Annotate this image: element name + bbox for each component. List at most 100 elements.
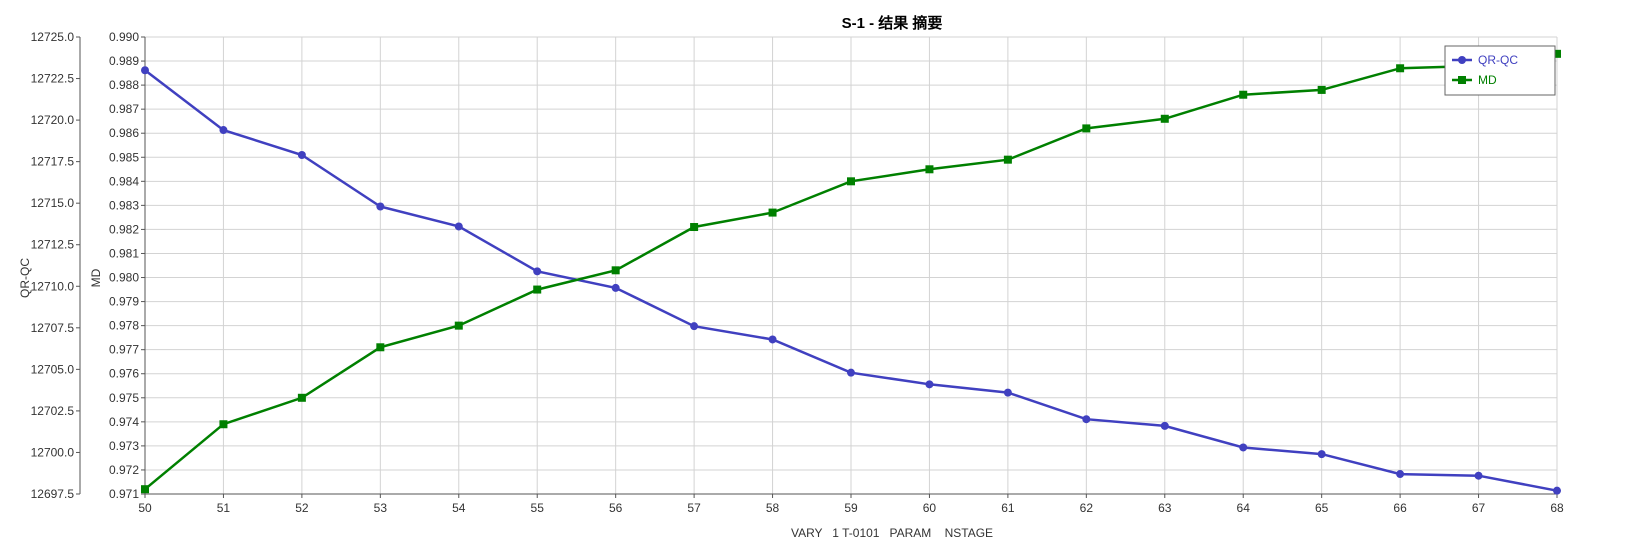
grid <box>144 36 1558 495</box>
md-tick-label: 0.977 <box>109 343 139 357</box>
data-point-qr-qc[interactable] <box>1160 421 1169 430</box>
x-tick-label: 60 <box>923 501 937 515</box>
legend[interactable]: QR-QC MD <box>1444 45 1556 96</box>
data-point-md[interactable] <box>219 420 228 429</box>
qrqc-tick-label: 12700.0 <box>31 445 75 459</box>
x-tick-label: 54 <box>452 501 466 515</box>
md-tick-label: 0.987 <box>109 102 139 116</box>
chart-title: S-1 - 结果 摘要 <box>842 14 943 32</box>
data-point-md[interactable] <box>847 177 855 186</box>
data-point-qr-qc[interactable] <box>454 222 463 231</box>
x-tick-label: 55 <box>531 501 545 515</box>
md-tick-label: 0.981 <box>109 246 139 260</box>
data-point-qr-qc[interactable] <box>1396 470 1405 479</box>
data-point-qr-qc[interactable] <box>847 368 855 377</box>
md-tick-label: 0.976 <box>109 367 139 381</box>
md-tick-label: 0.986 <box>109 126 139 140</box>
data-point-qr-qc[interactable] <box>376 202 385 211</box>
md-tick-label: 0.989 <box>109 54 139 68</box>
data-point-md[interactable] <box>1160 114 1169 123</box>
data-point-md[interactable] <box>1396 64 1405 73</box>
data-point-md[interactable] <box>141 485 149 494</box>
legend-marker-qr-qc <box>1458 56 1466 64</box>
x-tick-label: 63 <box>1158 501 1172 515</box>
qrqc-tick-label: 12710.0 <box>31 279 75 293</box>
x-tick-label: 61 <box>1001 501 1015 515</box>
md-tick-label: 0.979 <box>109 295 139 309</box>
data-point-md[interactable] <box>690 223 699 232</box>
x-tick-label: 66 <box>1393 501 1407 515</box>
data-point-md[interactable] <box>376 343 385 352</box>
data-point-qr-qc[interactable] <box>1317 450 1326 459</box>
data-point-md[interactable] <box>611 266 620 275</box>
data-point-qr-qc[interactable] <box>1553 486 1561 495</box>
x-tick-label: 65 <box>1315 501 1329 515</box>
qrqc-tick-label: 12715.0 <box>31 196 75 210</box>
data-point-md[interactable] <box>1082 124 1091 133</box>
md-tick-label: 0.984 <box>109 174 139 188</box>
data-point-qr-qc[interactable] <box>533 267 542 276</box>
md-tick-label: 0.978 <box>109 319 139 333</box>
md-tick-label: 0.990 <box>109 30 139 44</box>
x-tick-label: 68 <box>1550 501 1564 515</box>
md-tick-label: 0.972 <box>109 463 139 477</box>
qrqc-tick-label: 12697.5 <box>31 487 75 501</box>
data-point-qr-qc[interactable] <box>219 126 228 135</box>
qrqc-tick-label: 12722.5 <box>31 72 75 86</box>
data-point-qr-qc[interactable] <box>1082 415 1091 424</box>
data-point-qr-qc[interactable] <box>141 66 149 75</box>
data-point-qr-qc[interactable] <box>297 150 306 159</box>
qrqc-tick-label: 12702.5 <box>31 404 75 418</box>
x-tick-label: 57 <box>687 501 701 515</box>
data-point-md[interactable] <box>297 393 306 402</box>
data-point-qr-qc[interactable] <box>925 380 934 389</box>
qrqc-tick-label: 12725.0 <box>31 30 75 44</box>
qrqc-tick-label: 12717.5 <box>31 155 75 169</box>
legend-label-md[interactable]: MD <box>1478 73 1497 87</box>
data-point-qr-qc[interactable] <box>690 322 699 331</box>
md-tick-label: 0.971 <box>109 487 139 501</box>
md-tick-label: 0.973 <box>109 439 139 453</box>
data-point-md[interactable] <box>1553 49 1561 58</box>
x-tick-label: 53 <box>374 501 388 515</box>
x-tick-label: 50 <box>138 501 152 515</box>
x-tick-label: 58 <box>766 501 780 515</box>
legend-box <box>1444 45 1556 96</box>
md-tick-label: 0.983 <box>109 198 139 212</box>
legend-label-qr-qc[interactable]: QR-QC <box>1478 53 1518 67</box>
x-tick-label: 51 <box>217 501 231 515</box>
data-point-qr-qc[interactable] <box>611 283 620 292</box>
data-point-md[interactable] <box>533 285 542 294</box>
qrqc-tick-label: 12712.5 <box>31 238 75 252</box>
md-tick-label: 0.985 <box>109 150 139 164</box>
data-point-qr-qc[interactable] <box>1003 388 1012 397</box>
data-point-qr-qc[interactable] <box>768 335 777 344</box>
data-point-md[interactable] <box>1003 155 1012 164</box>
x-tick-label: 52 <box>295 501 309 515</box>
data-point-md[interactable] <box>1317 85 1326 94</box>
series <box>141 49 1561 495</box>
md-tick-label: 0.975 <box>109 391 139 405</box>
data-point-md[interactable] <box>1239 90 1248 99</box>
qrqc-tick-label: 12707.5 <box>31 321 75 335</box>
x-tick-label: 67 <box>1472 501 1486 515</box>
x-tick-label: 62 <box>1080 501 1094 515</box>
data-point-md[interactable] <box>925 165 934 174</box>
x-tick-label: 59 <box>844 501 858 515</box>
qrqc-tick-label: 12720.0 <box>31 113 75 127</box>
x-axis-label: VARY 1 T-0101 PARAM NSTAGE <box>791 526 993 540</box>
axes: 50 51 52 53 54 55 56 57 58 59 60 61 62 63 64 65 66 67 68 0.… <box>31 30 1564 515</box>
md-tick-label: 0.982 <box>109 222 139 236</box>
data-point-qr-qc[interactable] <box>1474 471 1483 480</box>
y-axis-label-qrqc: QR-QC <box>18 258 32 298</box>
data-point-md[interactable] <box>768 208 777 217</box>
md-tick-label: 0.980 <box>109 271 139 285</box>
data-point-qr-qc[interactable] <box>1239 443 1248 452</box>
legend-marker-md <box>1458 76 1466 84</box>
qrqc-tick-label: 12705.0 <box>31 362 75 376</box>
x-tick-label: 56 <box>609 501 623 515</box>
md-tick-label: 0.974 <box>109 415 139 429</box>
data-point-md[interactable] <box>454 321 463 330</box>
